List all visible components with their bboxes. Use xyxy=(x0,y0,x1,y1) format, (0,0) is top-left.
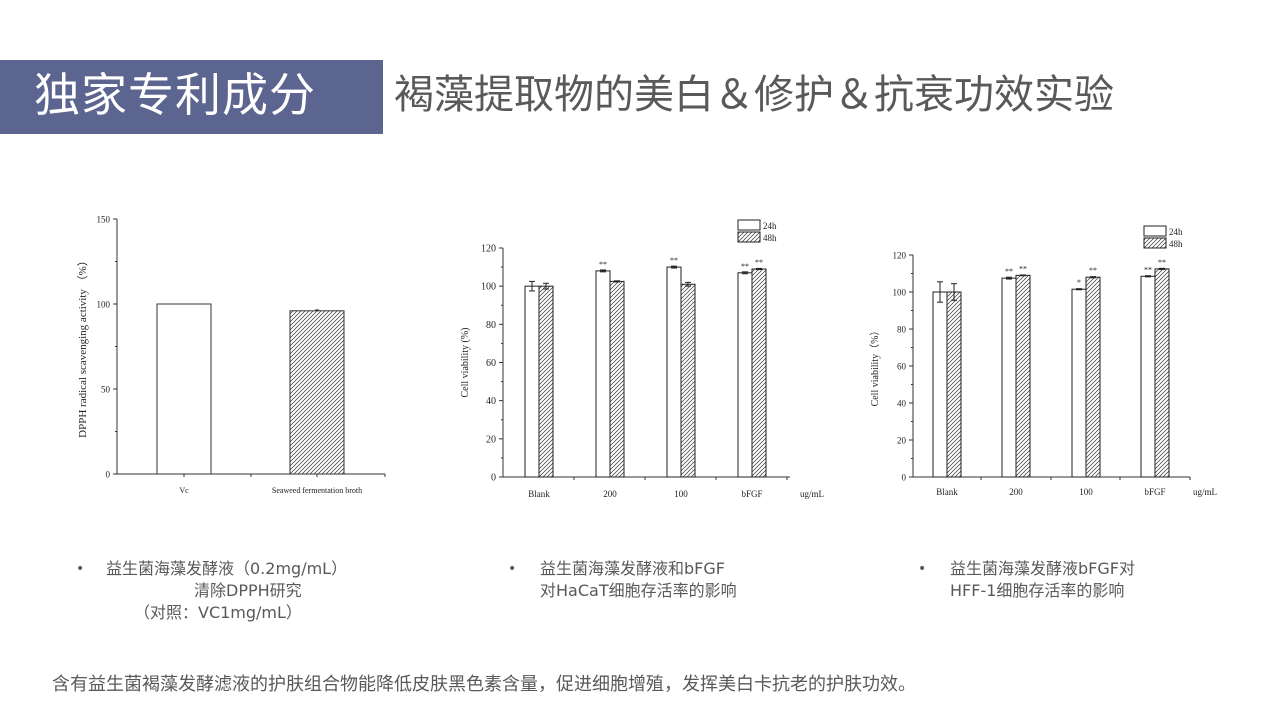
y-tick-label: 60 xyxy=(897,362,907,372)
legend-label: 24h xyxy=(763,221,777,231)
y-tick-label: 150 xyxy=(97,215,111,225)
bar-48h xyxy=(538,285,554,478)
dpph-chart: 0 50 100 150 DPPH radical scavenging activit… xyxy=(76,215,386,495)
bar-48h xyxy=(946,291,962,478)
y-tick-label: 40 xyxy=(486,396,496,407)
significance-marker: ** xyxy=(1158,258,1166,267)
x-tick-label: bFGF xyxy=(1144,487,1165,497)
y-tick-label: 80 xyxy=(486,320,496,331)
bullet-icon: • xyxy=(508,561,517,577)
y-tick-label: 120 xyxy=(893,251,907,261)
y-tick-label: 40 xyxy=(897,399,907,409)
x-tick-label: 200 xyxy=(603,489,617,499)
bar-48h xyxy=(1015,274,1031,478)
caption-line: （对照：VC1mg/mL） xyxy=(134,603,302,622)
bar-48h xyxy=(1154,268,1170,478)
summary-text: 含有益生菌褐藻发酵滤液的护肤组合物能降低皮肤黑色素含量，促进细胞增殖，发挥美白卡… xyxy=(52,674,916,695)
x-axis-unit: ug/mL xyxy=(1193,487,1217,497)
x-tick-label: Blank xyxy=(936,487,958,497)
y-tick-label: 80 xyxy=(897,325,907,335)
bar-24h xyxy=(524,285,540,478)
bar-24h xyxy=(1140,275,1156,478)
legend-swatch xyxy=(1143,237,1167,249)
x-tick-label: 200 xyxy=(1009,487,1023,497)
bullet-icon: • xyxy=(918,561,927,577)
bar xyxy=(289,310,345,475)
significance-marker: ** xyxy=(1089,266,1097,275)
y-tick-label: 0 xyxy=(902,473,907,483)
bar-48h xyxy=(680,283,696,478)
bar-24h xyxy=(1071,288,1087,478)
legend-label: 48h xyxy=(1169,239,1183,249)
x-tick-label: bFGF xyxy=(741,489,762,499)
y-tick-label: 0 xyxy=(491,473,496,484)
bar-24h xyxy=(595,270,611,478)
y-axis-label: Cell viability (%) xyxy=(460,328,471,398)
caption-line: 益生菌海藻发酵液和bFGF xyxy=(540,559,725,578)
caption-line: 益生菌海藻发酵液bFGF对 xyxy=(950,559,1135,578)
bar-24h xyxy=(1001,277,1017,478)
legend-label: 48h xyxy=(763,233,777,243)
bar-24h xyxy=(666,266,682,478)
y-tick-label: 100 xyxy=(893,288,907,298)
y-tick-label: 0 xyxy=(106,470,111,480)
legend-swatch xyxy=(737,231,761,243)
bar-48h xyxy=(751,268,767,478)
significance-marker: ** xyxy=(1019,264,1027,273)
bar xyxy=(156,303,212,475)
caption-line: HFF-1细胞存活率的影响 xyxy=(950,581,1125,600)
x-axis-unit: ug/mL xyxy=(800,489,824,499)
bar-24h xyxy=(932,291,948,478)
significance-marker: ** xyxy=(1005,267,1013,276)
y-tick-label: 60 xyxy=(486,358,496,369)
y-tick-label: 20 xyxy=(897,436,907,446)
x-tick-label: Blank xyxy=(528,489,550,499)
x-tick-label: 100 xyxy=(1079,487,1093,497)
title-badge xyxy=(0,60,383,134)
x-tick-label: 100 xyxy=(674,489,688,499)
bar-24h xyxy=(737,272,753,478)
significance-marker: * xyxy=(1077,278,1081,287)
legend-swatch xyxy=(1143,225,1167,237)
hacat-viability-chart: 0 20 40 60 80 100 120 Cell viability (%) Blank 20… xyxy=(460,219,824,499)
caption-line: 益生菌海藻发酵液（0.2mg/mL） xyxy=(106,559,348,578)
hff1-viability-chart: 0 20 40 60 80 100 120 Cell viability（%） Blank 200… xyxy=(869,225,1217,497)
y-axis-label: DPPH radical scavenging activity （%） xyxy=(76,255,89,438)
significance-marker: ** xyxy=(755,258,763,267)
significance-marker: ** xyxy=(670,256,678,265)
x-tick-label: Seaweed fermentation broth xyxy=(272,486,362,495)
y-tick-label: 100 xyxy=(481,282,496,293)
legend-swatch xyxy=(737,219,761,231)
caption-line: 对HaCaT细胞存活率的影响 xyxy=(540,581,737,600)
bar-48h xyxy=(609,280,625,478)
y-axis-label: Cell viability（%） xyxy=(869,326,881,407)
y-tick-label: 20 xyxy=(486,434,496,445)
page-subtitle: 褐藻提取物的美白＆修护＆抗衰功效实验 xyxy=(394,72,1114,118)
significance-marker: ** xyxy=(1144,265,1152,274)
legend-label: 24h xyxy=(1169,227,1183,237)
bullet-icon: • xyxy=(76,561,85,577)
y-tick-label: 100 xyxy=(97,300,111,310)
y-tick-label: 50 xyxy=(101,385,111,395)
y-tick-label: 120 xyxy=(481,244,496,255)
badge-title: 独家专利成分 xyxy=(34,68,316,122)
significance-marker: ** xyxy=(599,260,607,269)
significance-marker: ** xyxy=(741,262,749,271)
bar-48h xyxy=(1085,276,1101,478)
x-tick-label: Vc xyxy=(179,486,189,495)
caption-line: 清除DPPH研究 xyxy=(194,581,302,600)
